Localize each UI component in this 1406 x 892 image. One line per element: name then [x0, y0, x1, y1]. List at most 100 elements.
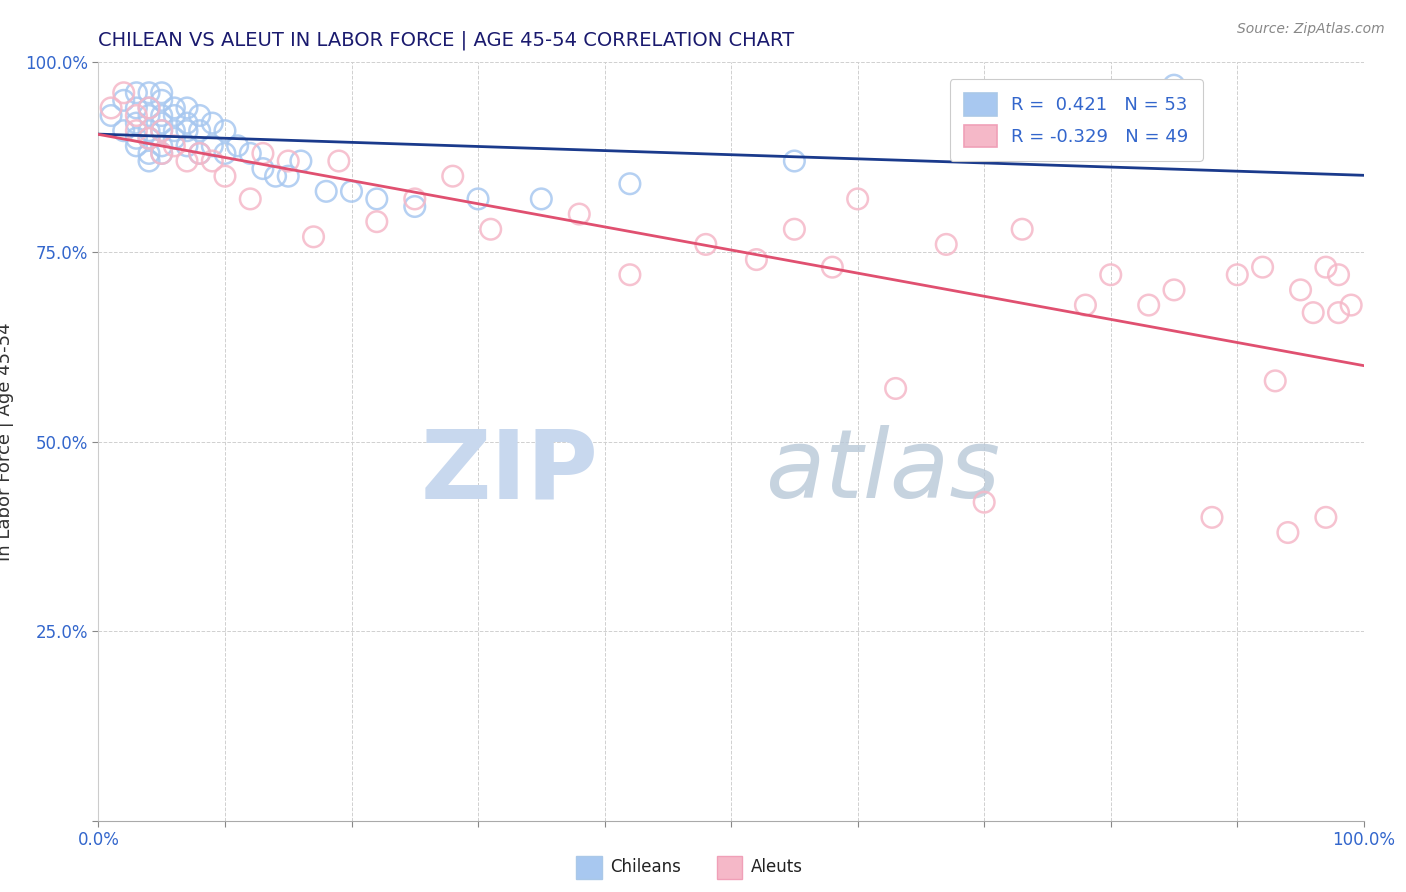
Point: [467, 192, 489, 206]
Point: [1302, 305, 1324, 319]
Point: [568, 207, 591, 221]
Point: [745, 252, 768, 267]
Point: [188, 146, 211, 161]
Point: [138, 153, 160, 168]
Point: [328, 153, 350, 168]
Point: [176, 138, 198, 153]
Point: [340, 184, 363, 198]
Point: [214, 169, 236, 184]
Y-axis label: In Labor Force | Age 45-54: In Labor Force | Age 45-54: [0, 322, 14, 561]
Text: Source: ZipAtlas.com: Source: ZipAtlas.com: [1237, 22, 1385, 37]
Point: [935, 237, 957, 252]
Point: [277, 169, 299, 184]
Point: [150, 86, 173, 100]
Point: [138, 123, 160, 137]
Point: [239, 146, 262, 161]
Text: ZIP: ZIP: [420, 425, 599, 518]
Point: [112, 94, 135, 108]
Point: [846, 192, 869, 206]
Text: Chileans: Chileans: [610, 858, 681, 876]
Point: [201, 138, 224, 153]
Point: [125, 131, 148, 145]
Point: [1099, 268, 1122, 282]
Point: [619, 177, 641, 191]
Point: [163, 123, 186, 137]
Point: [479, 222, 502, 236]
Point: [150, 116, 173, 130]
Point: [1340, 298, 1362, 312]
Point: [150, 94, 173, 108]
Point: [201, 116, 224, 130]
Point: [1011, 222, 1033, 236]
Point: [1137, 298, 1160, 312]
Point: [163, 131, 186, 145]
Point: [188, 146, 211, 161]
Point: [100, 108, 122, 122]
Point: [783, 153, 806, 168]
Point: [1074, 298, 1097, 312]
Point: [214, 123, 236, 137]
Point: [176, 153, 198, 168]
Point: [1201, 510, 1223, 524]
Point: [290, 153, 312, 168]
Point: [619, 268, 641, 282]
Point: [973, 116, 995, 130]
Point: [176, 101, 198, 115]
Text: Aleuts: Aleuts: [751, 858, 803, 876]
Point: [277, 153, 299, 168]
Text: atlas: atlas: [765, 425, 1001, 518]
Point: [125, 123, 148, 137]
Point: [125, 108, 148, 122]
Point: [302, 229, 325, 244]
Point: [1315, 260, 1337, 275]
Point: [530, 192, 553, 206]
Point: [252, 146, 274, 161]
Point: [176, 116, 198, 130]
Point: [125, 86, 148, 100]
Point: [125, 116, 148, 130]
Point: [163, 138, 186, 153]
Point: [150, 138, 173, 153]
Point: [315, 184, 337, 198]
Point: [150, 108, 173, 122]
Text: CHILEAN VS ALEUT IN LABOR FORCE | AGE 45-54 CORRELATION CHART: CHILEAN VS ALEUT IN LABOR FORCE | AGE 45…: [98, 30, 794, 50]
Point: [404, 199, 426, 213]
Point: [138, 101, 160, 115]
Point: [264, 169, 287, 184]
Point: [138, 131, 160, 145]
Point: [366, 214, 388, 228]
Point: [150, 146, 173, 161]
Point: [112, 123, 135, 137]
Point: [1315, 510, 1337, 524]
Point: [404, 192, 426, 206]
Point: [100, 101, 122, 115]
Point: [150, 146, 173, 161]
Point: [150, 123, 173, 137]
Point: [188, 108, 211, 122]
Point: [1327, 268, 1350, 282]
Point: [973, 495, 995, 509]
Point: [1163, 283, 1185, 297]
Point: [138, 131, 160, 145]
Point: [138, 86, 160, 100]
Point: [163, 108, 186, 122]
Point: [239, 192, 262, 206]
Point: [252, 161, 274, 176]
Point: [1251, 260, 1274, 275]
Point: [695, 237, 717, 252]
Point: [176, 123, 198, 137]
Point: [1163, 78, 1185, 92]
Point: [226, 138, 249, 153]
Point: [1264, 374, 1286, 388]
Point: [1226, 268, 1249, 282]
Point: [112, 86, 135, 100]
Point: [138, 108, 160, 122]
Point: [125, 138, 148, 153]
Point: [150, 123, 173, 137]
Point: [125, 101, 148, 115]
Point: [1289, 283, 1312, 297]
Point: [821, 260, 844, 275]
Point: [188, 123, 211, 137]
Point: [1277, 525, 1299, 540]
Point: [138, 146, 160, 161]
